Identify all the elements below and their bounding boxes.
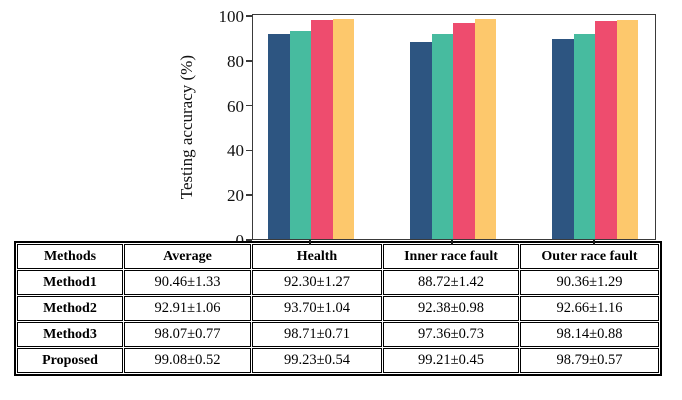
table-value-cell: 99.21±0.45: [383, 348, 519, 373]
x-tick-mark: [451, 239, 453, 245]
table-row-label: Method1: [17, 270, 123, 295]
table-row: Method2 92.91±1.06 93.70±1.04 92.38±0.98 92.…: [17, 296, 659, 321]
table-value-cell: 98.07±0.77: [124, 322, 251, 347]
y-tick-label: 40: [227, 141, 244, 161]
table-value-cell: 88.72±1.42: [383, 270, 519, 295]
bar-proposed-health: [332, 18, 354, 239]
bar-group-inner-race-fault: [410, 15, 496, 239]
bar-method3-health: [311, 20, 333, 239]
table-header-cell: Average: [124, 244, 251, 269]
bar-method3-inner-race-fault: [453, 23, 475, 239]
table-row-label: Proposed: [17, 348, 123, 373]
table-value-cell: 98.71±0.71: [252, 322, 382, 347]
table-value-cell: 98.79±0.57: [520, 348, 659, 373]
table-value-cell: 92.91±1.06: [124, 296, 251, 321]
bar-method1-inner-race-fault: [410, 42, 432, 239]
bar-method2-outer-race-fault: [573, 33, 595, 239]
bar-method2-health: [289, 31, 311, 239]
results-table: Methods Average Health Inner race fault Oute…: [14, 241, 662, 376]
y-tick-mark: [246, 239, 252, 241]
y-tick-mark: [246, 60, 252, 62]
table-header-cell: Methods: [17, 244, 123, 269]
bar-method2-inner-race-fault: [431, 34, 453, 239]
table-value-cell: 92.38±0.98: [383, 296, 519, 321]
table-row: Method3 98.07±0.77 98.71±0.71 97.36±0.73 98.…: [17, 322, 659, 347]
table-row: Method1 90.46±1.33 92.30±1.27 88.72±1.42 90.…: [17, 270, 659, 295]
table-value-cell: 92.66±1.16: [520, 296, 659, 321]
y-tick-mark: [246, 194, 252, 196]
y-axis: 0 20 40 60 80 100: [0, 8, 252, 249]
y-tick-mark: [246, 149, 252, 152]
results-table-body: Method1 90.46±1.33 92.30±1.27 88.72±1.42 90.…: [17, 270, 659, 373]
table-value-cell: 90.36±1.29: [520, 270, 659, 295]
x-tick-mark: [593, 239, 595, 245]
x-tick-mark: [309, 239, 311, 245]
table-value-cell: 93.70±1.04: [252, 296, 382, 321]
bar-method3-outer-race-fault: [595, 21, 617, 239]
bar-chart-plot-area: [252, 14, 656, 240]
table-header-cell: Inner race fault: [383, 244, 519, 269]
bar-proposed-outer-race-fault: [616, 19, 638, 239]
table-header-row: Methods Average Health Inner race fault Oute…: [17, 244, 659, 269]
table-value-cell: 97.36±0.73: [383, 322, 519, 347]
table-value-cell: 99.23±0.54: [252, 348, 382, 373]
bar-method1-health: [268, 34, 290, 239]
table-row: Proposed 99.08±0.52 99.23±0.54 99.21±0.45 98…: [17, 348, 659, 373]
table-value-cell: 99.08±0.52: [124, 348, 251, 373]
y-tick-label: 20: [227, 186, 244, 206]
y-tick-mark: [246, 104, 252, 107]
results-table-header: Methods Average Health Inner race fault Oute…: [17, 244, 659, 269]
table-row-label: Method2: [17, 296, 123, 321]
bar-proposed-inner-race-fault: [474, 18, 496, 239]
table-value-cell: 92.30±1.27: [252, 270, 382, 295]
bar-method1-outer-race-fault: [552, 38, 574, 239]
table-value-cell: 90.46±1.33: [124, 270, 251, 295]
table-row-label: Method3: [17, 322, 123, 347]
y-tick-label: 100: [218, 7, 245, 27]
bar-group-health: [268, 15, 354, 239]
y-tick-label: 0: [196, 232, 245, 249]
y-tick-label: 60: [227, 96, 244, 116]
table-value-cell: 98.14±0.88: [520, 322, 659, 347]
y-tick-label: 80: [227, 51, 244, 71]
table-header-cell: Outer race fault: [520, 244, 659, 269]
table-header-cell: Health: [252, 244, 382, 269]
y-tick-mark: [246, 15, 252, 17]
bar-group-outer-race-fault: [552, 15, 638, 239]
